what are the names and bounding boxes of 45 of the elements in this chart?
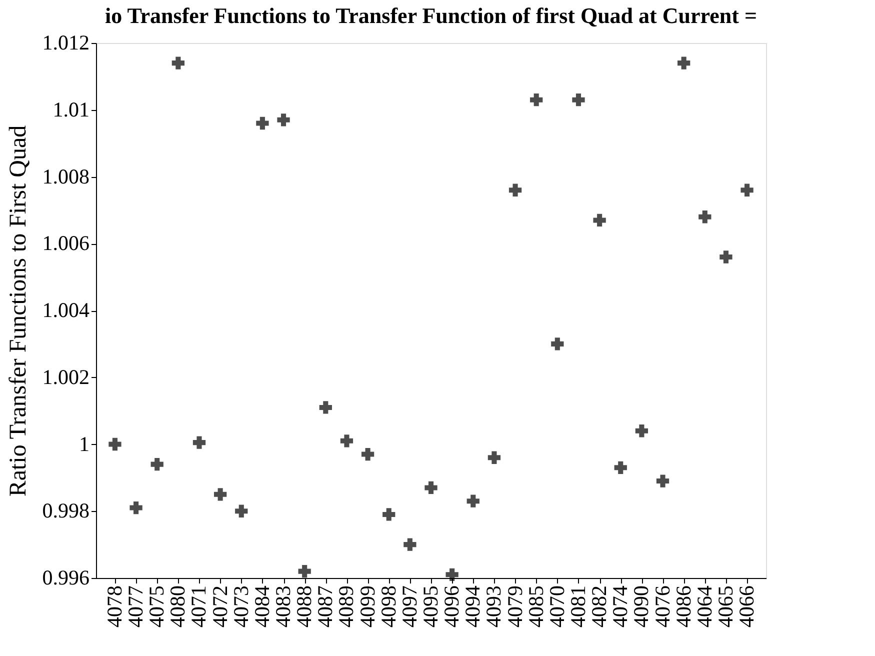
y-tick-label: 1.012 — [42, 30, 90, 54]
point — [130, 501, 142, 514]
point — [214, 488, 227, 501]
point — [172, 56, 184, 70]
point — [635, 424, 648, 438]
point — [424, 481, 438, 494]
y-tick-label: 1.008 — [42, 164, 90, 188]
point — [572, 94, 585, 106]
point — [235, 504, 248, 518]
point — [319, 401, 332, 414]
point — [678, 56, 690, 70]
point — [508, 184, 522, 196]
point — [192, 436, 206, 449]
point — [698, 210, 712, 224]
point — [382, 508, 396, 521]
point — [530, 94, 543, 106]
y-tick-label: 1.002 — [42, 364, 90, 389]
point — [277, 114, 290, 126]
point — [446, 568, 458, 581]
point — [720, 250, 732, 264]
point — [740, 184, 754, 196]
point — [614, 461, 627, 474]
point — [340, 434, 354, 448]
y-tick-label: 1.004 — [42, 298, 90, 322]
x-tick-label: 4095 — [418, 586, 442, 628]
point — [108, 438, 122, 451]
point — [488, 451, 501, 464]
point — [656, 474, 670, 488]
y-tick-label: 0.998 — [42, 498, 90, 523]
x-tick-label: 4078 — [102, 586, 126, 628]
point — [298, 564, 311, 578]
point — [361, 448, 374, 461]
point — [256, 116, 269, 130]
y-tick-label: 0.996 — [42, 566, 90, 590]
point — [593, 214, 606, 227]
x-tick-label: 4066 — [734, 586, 759, 628]
y-tick-label: 1.006 — [42, 231, 90, 256]
point — [466, 494, 480, 508]
y-tick-label: 1.01 — [52, 97, 90, 122]
y-axis-title: Ratio Transfer Functions to First Quad — [5, 125, 32, 497]
point — [150, 458, 164, 471]
chart-title: io Transfer Functions to Transfer Function of first Quad at Current = — [105, 3, 757, 28]
point — [551, 338, 564, 350]
point — [404, 538, 416, 551]
y-tick-label: 1 — [79, 432, 90, 456]
